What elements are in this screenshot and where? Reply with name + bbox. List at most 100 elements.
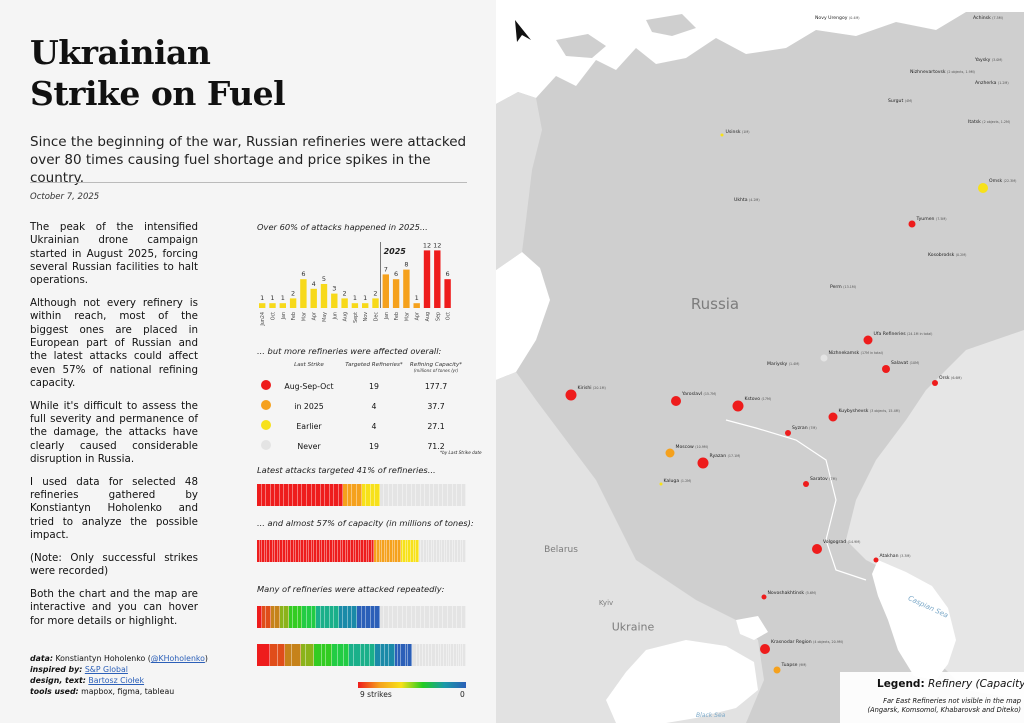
strip-cell[interactable] [279, 484, 285, 506]
strip-cell[interactable] [361, 484, 367, 506]
designer-link[interactable]: Bartosz Ciołek [88, 676, 145, 685]
strip-cell[interactable] [301, 540, 304, 562]
strip-cell[interactable] [338, 484, 344, 506]
strip-cell[interactable] [347, 484, 353, 506]
strip-cell[interactable] [461, 644, 464, 666]
strip-cell[interactable] [284, 606, 289, 628]
strip-cell[interactable] [392, 540, 396, 562]
strip-cell[interactable] [353, 644, 362, 666]
strip-cell[interactable] [288, 484, 294, 506]
strip-cell[interactable] [457, 540, 461, 562]
strip-cell[interactable] [454, 644, 457, 666]
strip-cell[interactable] [402, 606, 408, 628]
bar[interactable] [259, 303, 266, 308]
strip-cell[interactable] [313, 644, 322, 666]
strip-cell[interactable] [361, 540, 364, 562]
strip-cell[interactable] [416, 644, 421, 666]
strip-cell[interactable] [358, 540, 362, 562]
strip-cell[interactable] [426, 540, 430, 562]
strip-cell[interactable] [411, 484, 417, 506]
strip-cell[interactable] [347, 606, 353, 628]
refinery-dot[interactable] [773, 666, 781, 674]
strip-cell[interactable] [285, 644, 292, 666]
strip-cell[interactable] [408, 540, 411, 562]
strip-cell[interactable] [388, 606, 394, 628]
strip-cell[interactable] [324, 540, 328, 562]
strip-cell[interactable] [452, 540, 456, 562]
strip-cell[interactable] [434, 484, 439, 506]
strip-cell[interactable] [416, 540, 419, 562]
strip-cell[interactable] [309, 540, 312, 562]
strip-cell[interactable] [403, 540, 406, 562]
strip-cell[interactable] [460, 540, 464, 562]
strip-cell[interactable] [431, 540, 435, 562]
strip-cell[interactable] [348, 540, 351, 562]
strip-cell[interactable] [442, 540, 445, 562]
strip-cell[interactable] [384, 606, 389, 628]
strip-cell[interactable] [311, 540, 315, 562]
strip-cell[interactable] [270, 540, 273, 562]
strip-cell[interactable] [285, 540, 289, 562]
strip-cell[interactable] [443, 484, 448, 506]
bar[interactable] [279, 303, 286, 308]
strip-cell[interactable] [349, 644, 354, 666]
strip-cell[interactable] [306, 644, 314, 666]
refinery-dot[interactable] [978, 183, 988, 193]
bar[interactable] [382, 274, 389, 308]
strip-cell[interactable] [371, 540, 375, 562]
strip-cell[interactable] [429, 606, 435, 628]
strip-cell[interactable] [278, 644, 286, 666]
refinery-dot[interactable] [908, 220, 916, 228]
strip-cell[interactable] [395, 540, 398, 562]
strip-cell[interactable] [420, 484, 426, 506]
strip-cell[interactable] [325, 484, 330, 506]
refinery-dot[interactable] [820, 354, 828, 362]
refinery-dot[interactable] [863, 335, 873, 345]
refinery-dot[interactable] [761, 594, 767, 600]
strip-cell[interactable] [397, 606, 403, 628]
bar[interactable] [434, 250, 441, 308]
strip-cell[interactable] [338, 606, 344, 628]
strip-cell[interactable] [393, 606, 398, 628]
strip-cell[interactable] [370, 606, 376, 628]
inspired-link[interactable]: S&P Global [84, 665, 128, 674]
strip-cell[interactable] [425, 606, 430, 628]
bar[interactable] [300, 279, 307, 308]
strip-cell[interactable] [452, 484, 458, 506]
strip-cell[interactable] [425, 644, 430, 666]
strip-cell[interactable] [257, 540, 260, 562]
strip-cell[interactable] [456, 644, 459, 666]
strip-cell[interactable] [334, 606, 339, 628]
strip-cell[interactable] [350, 540, 354, 562]
strip-cell[interactable] [405, 644, 409, 666]
strip-cell[interactable] [400, 540, 404, 562]
strip-cell[interactable] [321, 644, 327, 666]
bar[interactable] [341, 298, 348, 308]
strip-cell[interactable] [266, 484, 271, 506]
strip-cell[interactable] [272, 540, 276, 562]
strip-cell[interactable] [337, 540, 341, 562]
strip-cell[interactable] [450, 540, 453, 562]
strip-cell[interactable] [331, 644, 339, 666]
strip-cell[interactable] [397, 644, 402, 666]
strip-cell[interactable] [379, 540, 383, 562]
strip-cell[interactable] [257, 644, 270, 666]
strip-cell[interactable] [375, 606, 380, 628]
strip-cell[interactable] [407, 484, 412, 506]
strip-cell[interactable] [275, 606, 280, 628]
strip-cell[interactable] [377, 540, 380, 562]
strip-cell[interactable] [387, 540, 391, 562]
refinery-dot[interactable] [720, 133, 724, 137]
bar[interactable] [444, 279, 451, 308]
strip-cell[interactable] [343, 540, 346, 562]
refinery-dot[interactable] [828, 412, 838, 422]
strip-cell[interactable] [311, 606, 317, 628]
strip-cell[interactable] [394, 644, 398, 666]
strip-cell[interactable] [463, 644, 466, 666]
strip-cell[interactable] [370, 644, 375, 666]
strip-cell[interactable] [267, 540, 271, 562]
strip-cell[interactable] [302, 606, 308, 628]
strip-cell[interactable] [316, 484, 321, 506]
strip-cell[interactable] [423, 644, 426, 666]
strip-cell[interactable] [397, 484, 403, 506]
